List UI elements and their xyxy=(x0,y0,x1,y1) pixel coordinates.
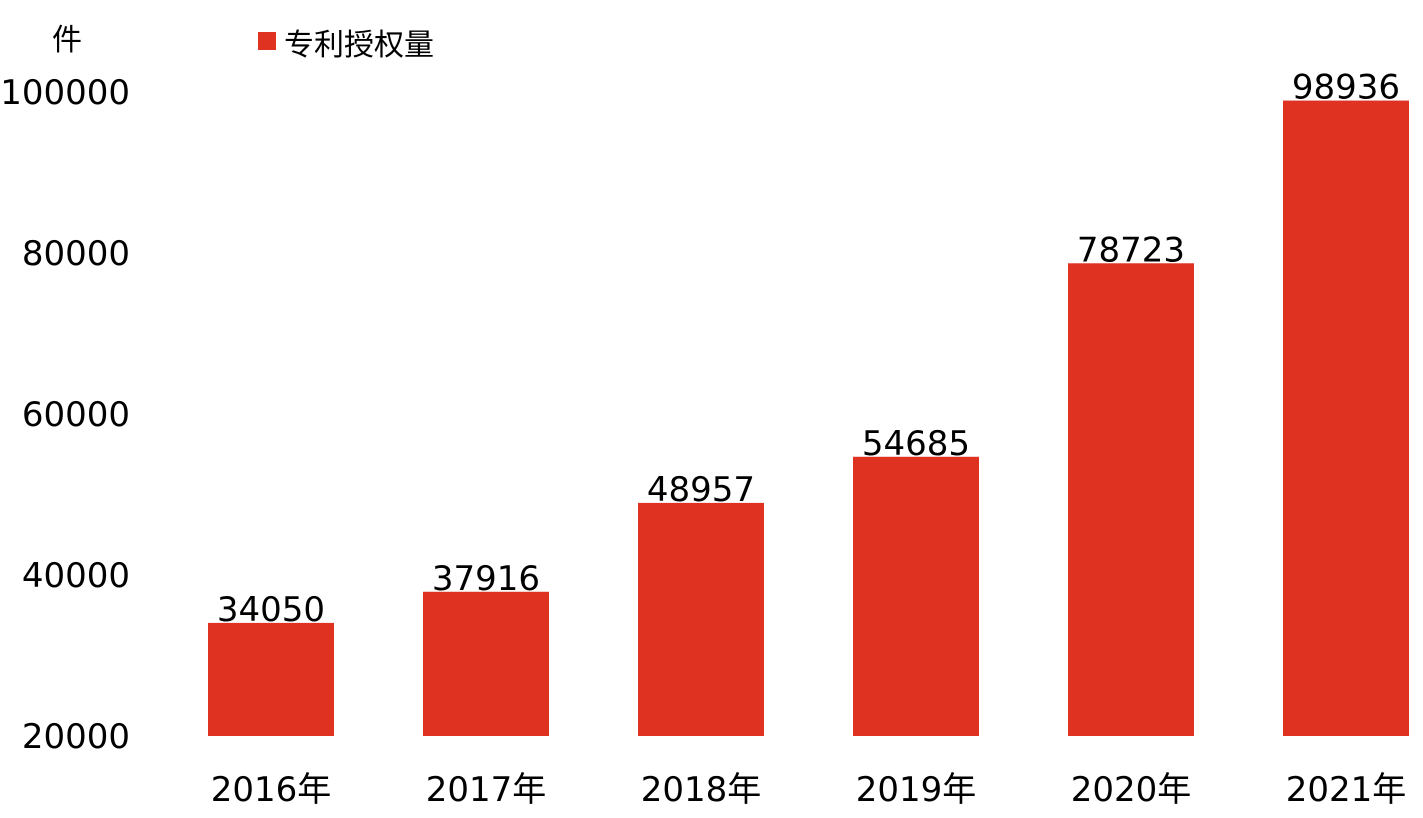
bar xyxy=(1068,263,1194,736)
data-label: 98936 xyxy=(1292,68,1400,108)
data-labels: 34050 37916 48957 54685 78723 98936 xyxy=(217,68,1400,630)
data-label: 34050 xyxy=(217,590,325,630)
y-axis-ticks: 20000 40000 60000 80000 100000 xyxy=(0,73,130,757)
bar xyxy=(1283,100,1409,737)
y-tick-label: 40000 xyxy=(22,556,130,596)
legend-swatch xyxy=(258,32,276,50)
bar xyxy=(853,456,979,736)
bar xyxy=(423,591,549,736)
y-tick-label: 20000 xyxy=(22,717,130,757)
data-label: 48957 xyxy=(647,470,755,510)
y-tick-label: 100000 xyxy=(0,73,130,113)
data-label: 78723 xyxy=(1077,230,1185,270)
x-axis-ticks: 2016年 2017年 2018年 2019年 2020年 2021年 xyxy=(211,770,1407,810)
legend-label: 专利授权量 xyxy=(284,28,434,63)
y-axis-unit: 件 xyxy=(52,23,82,58)
bar xyxy=(208,622,334,736)
y-tick-label: 60000 xyxy=(22,395,130,435)
x-tick-label: 2020年 xyxy=(1071,770,1192,810)
data-label: 37916 xyxy=(432,559,540,599)
x-tick-label: 2021年 xyxy=(1286,770,1407,810)
bars xyxy=(208,100,1409,737)
y-tick-label: 80000 xyxy=(22,234,130,274)
x-tick-label: 2017年 xyxy=(426,770,547,810)
x-tick-label: 2016年 xyxy=(211,770,332,810)
bar xyxy=(638,502,764,736)
x-tick-label: 2019年 xyxy=(856,770,977,810)
x-tick-label: 2018年 xyxy=(641,770,762,810)
data-label: 54685 xyxy=(862,424,970,464)
